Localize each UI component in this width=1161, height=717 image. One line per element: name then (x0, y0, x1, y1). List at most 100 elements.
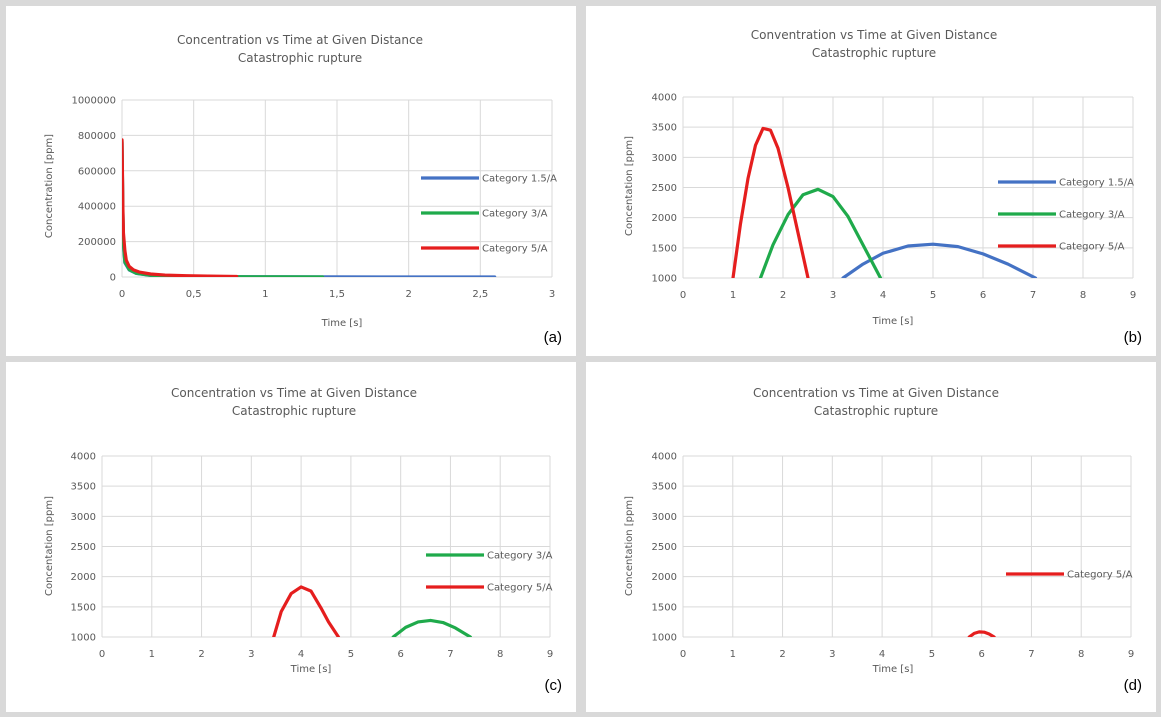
chart-d-title-line-2: Catastrophic rupture (814, 404, 938, 418)
chart-c-xtick-5: 5 (348, 649, 354, 660)
chart-c-ytick-2: 2000 (71, 572, 96, 583)
chart-a-xtick-5: 2,5 (472, 289, 488, 300)
panel-label-d: (d) (1123, 677, 1142, 694)
chart-c-xtick-0: 0 (99, 649, 105, 660)
chart-d-ytick-5: 3500 (652, 482, 677, 493)
chart-a-xlabel: Time [s] (321, 318, 363, 329)
chart-b-series-line-2 (731, 126, 810, 278)
chart-a-series-line-0 (122, 140, 497, 277)
chart-c-legend-label-1: Category 5/A (487, 583, 553, 594)
chart-d-ytick-0: 1000 (652, 633, 677, 644)
chart-d-xtick-4: 4 (879, 649, 885, 660)
chart-c-ytick-0: 1000 (71, 633, 96, 644)
chart-b-xtick-6: 6 (980, 290, 986, 301)
chart-b-ytick-2: 2000 (652, 213, 677, 224)
chart-b-xtick-7: 7 (1030, 290, 1036, 301)
chart-d-ylabel: Concentation [ppm] (624, 496, 635, 596)
chart-b-ytick-1: 1500 (652, 243, 677, 254)
chart-a-xtick-6: 3 (549, 289, 555, 300)
chart-d-xtick-5: 5 (929, 649, 935, 660)
chart-d-xtick-1: 1 (730, 649, 736, 660)
chart-a-xtick-1: 0,5 (186, 289, 202, 300)
chart-c-series-line-1 (272, 585, 341, 637)
chart-a-title-line-2: Catastrophic rupture (238, 51, 362, 65)
chart-d-xtick-3: 3 (829, 649, 835, 660)
chart-b-legend-label-1: Category 3/A (1059, 210, 1125, 221)
chart-b-ylabel: Concentation [ppm] (624, 136, 635, 236)
chart-d-xtick-8: 8 (1078, 649, 1084, 660)
chart-c-ytick-6: 4000 (71, 452, 96, 463)
chart-a-svg: 0 200000 400000 600000 800000 1000000 0 0,5 1 1,… (44, 33, 557, 329)
chart-a-legend-label-1: Category 3/A (482, 209, 548, 220)
panel-label-c: (c) (544, 677, 563, 694)
chart-c-ylabel: Concentation [ppm] (44, 496, 55, 596)
chart-b-title-line-2: Catastrophic rupture (812, 46, 936, 60)
chart-b-xtick-5: 5 (930, 290, 936, 301)
chart-d-ytick-4: 3000 (652, 512, 677, 523)
chart-a-legend-label-0: Category 1.5/A (482, 174, 557, 185)
chart-a-series-line-2 (122, 138, 239, 277)
chart-b-xtick-9: 9 (1130, 290, 1136, 301)
chart-b-ytick-3: 2500 (652, 183, 677, 194)
chart-b-ytick-5: 3500 (652, 123, 677, 134)
chart-c-ytick-1: 1500 (71, 602, 96, 613)
chart-b-legend-label-0: Category 1.5/A (1059, 178, 1134, 189)
chart-c-xtick-6: 6 (397, 649, 403, 660)
chart-d-ytick-3: 2500 (652, 542, 677, 553)
chart-d-xlabel: Time [s] (872, 664, 914, 675)
chart-a-ytick-5: 1000000 (71, 96, 116, 107)
chart-a-ytick-2: 400000 (78, 202, 116, 213)
chart-c-ytick-3: 2500 (71, 542, 96, 553)
chart-a-ytick-1: 200000 (78, 237, 116, 248)
chart-b-xtick-2: 2 (780, 290, 786, 301)
chart-b-ytick-0: 1000 (652, 274, 677, 285)
chart-a-legend-label-2: Category 5/A (482, 244, 548, 255)
chart-c-title-line-2: Catastrophic rupture (232, 404, 356, 418)
chart-a-ytick-3: 600000 (78, 166, 116, 177)
chart-b-title-line-1: Conventration vs Time at Given Distance (751, 28, 997, 42)
chart-d-ytick-2: 2000 (652, 572, 677, 583)
panel-label-a: (a) (543, 329, 562, 346)
chart-d-xtick-2: 2 (779, 649, 785, 660)
chart-a-ytick-0: 0 (110, 273, 116, 284)
chart-b-series-line-1 (758, 187, 883, 278)
chart-c-xtick-3: 3 (248, 649, 254, 660)
chart-d-xtick-7: 7 (1028, 649, 1034, 660)
chart-c-xtick-8: 8 (497, 649, 503, 660)
chart-d-xtick-0: 0 (680, 649, 686, 660)
chart-d-ytick-6: 4000 (652, 452, 677, 463)
chart-c-xtick-7: 7 (447, 649, 453, 660)
chart-a-xtick-0: 0 (119, 289, 125, 300)
chart-b-legend-label-2: Category 5/A (1059, 242, 1125, 253)
chart-d-xtick-9: 9 (1128, 649, 1134, 660)
chart-c-series-line-0 (391, 618, 472, 637)
chart-c-xtick-1: 1 (149, 649, 155, 660)
panel-label-b: (b) (1123, 329, 1142, 346)
chart-b-xlabel: Time [s] (872, 316, 914, 327)
chart-c-title-line-1: Concentration vs Time at Given Distance (171, 386, 417, 400)
chart-b-ytick-6: 4000 (652, 93, 677, 104)
chart-b-xtick-3: 3 (830, 290, 836, 301)
chart-c-xtick-9: 9 (547, 649, 553, 660)
chart-b-ytick-4: 3000 (652, 153, 677, 164)
chart-a-xtick-4: 2 (405, 289, 411, 300)
chart-d-legend-label-0: Category 5/A (1067, 570, 1133, 581)
chart-d-xtick-6: 6 (978, 649, 984, 660)
chart-a-ytick-4: 800000 (78, 131, 116, 142)
chart-c-ytick-5: 3500 (71, 482, 96, 493)
chart-c-ytick-4: 3000 (71, 512, 96, 523)
chart-panel-a: 0 200000 400000 600000 800000 1000000 0 0,5 1 1,… (6, 6, 576, 356)
chart-a-xtick-3: 1,5 (329, 289, 345, 300)
chart-c-xlabel: Time [s] (290, 664, 332, 675)
chart-c-xtick-4: 4 (298, 649, 304, 660)
chart-c-legend-label-0: Category 3/A (487, 551, 553, 562)
chart-d-title-line-1: Concentration vs Time at Given Distance (753, 386, 999, 400)
chart-b-xtick-1: 1 (730, 290, 736, 301)
chart-a-title-line-1: Concentration vs Time at Given Distance (177, 33, 423, 47)
